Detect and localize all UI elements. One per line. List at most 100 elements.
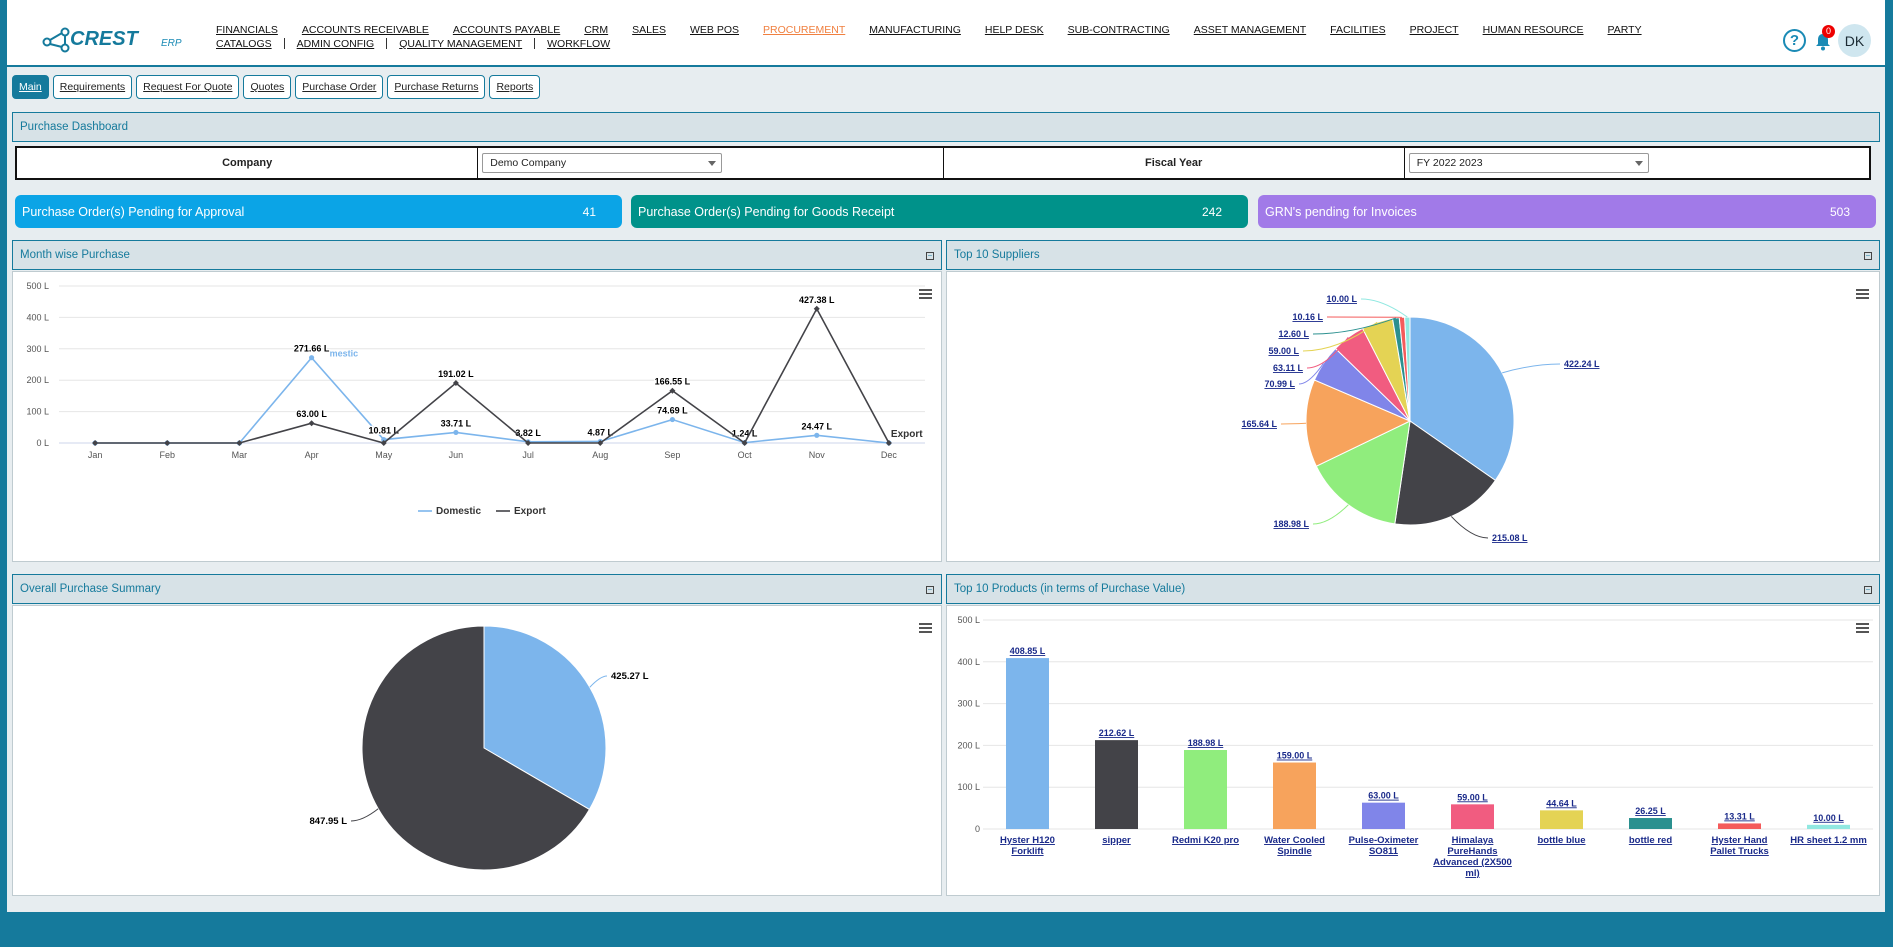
bar[interactable] (1362, 802, 1405, 829)
tab-quotes[interactable]: Quotes (243, 75, 292, 99)
pie-slice[interactable] (1409, 316, 1515, 482)
collapse-icon[interactable]: – (926, 252, 934, 260)
data-point[interactable] (597, 440, 604, 446)
chart-menu-icon[interactable] (1856, 289, 1869, 300)
slice-label[interactable]: 188.98 L (1273, 519, 1309, 529)
bar[interactable] (1184, 750, 1227, 829)
x-tick-label[interactable]: Hyster H120 Forklift (1000, 835, 1055, 857)
x-tick-label[interactable]: bottle red (1629, 835, 1672, 846)
bar-value-label[interactable]: 212.62 L (1099, 728, 1135, 738)
slice-label[interactable]: 10.16 L (1292, 312, 1323, 322)
data-point[interactable] (525, 440, 532, 446)
slice-label[interactable]: 422.24 L (1564, 359, 1600, 369)
tab-request-for-quote[interactable]: Request For Quote (136, 75, 240, 99)
slice-label[interactable]: 59.00 L (1268, 346, 1299, 356)
nav-human-resource[interactable]: HUMAN RESOURCE (1482, 24, 1584, 36)
legend-item[interactable]: Export (514, 506, 546, 517)
x-tick-label[interactable]: HR sheet 1.2 mm (1790, 835, 1867, 846)
bar[interactable] (1718, 823, 1761, 829)
slice-label[interactable]: 215.08 L (1492, 533, 1528, 543)
nav-asset-management[interactable]: ASSET MANAGEMENT (1193, 24, 1307, 36)
nav-sub-contracting[interactable]: SUB-CONTRACTING (1067, 24, 1170, 36)
bar[interactable] (1451, 804, 1494, 829)
company-select[interactable]: Demo Company (482, 153, 723, 173)
tab-reports[interactable]: Reports (489, 75, 541, 99)
slice-label[interactable]: 70.99 L (1264, 379, 1295, 389)
pie-slice[interactable] (1404, 316, 1411, 422)
bar-value-label[interactable]: 13.31 L (1724, 811, 1755, 821)
nav-catalogs[interactable]: CATALOGS (216, 38, 272, 50)
nav-accounts-payable[interactable]: ACCOUNTS PAYABLE (452, 24, 561, 36)
data-point[interactable] (813, 305, 820, 312)
data-point[interactable] (308, 420, 315, 427)
nav-admin-config[interactable]: ADMIN CONFIG (296, 38, 375, 50)
x-tick-label[interactable]: Hyster Hand Pallet Trucks (1710, 835, 1769, 857)
collapse-icon[interactable]: – (1864, 586, 1872, 594)
bar-value-label[interactable]: 10.00 L (1813, 813, 1844, 823)
slice-label[interactable]: 12.60 L (1278, 329, 1309, 339)
crest-erp-logo[interactable]: CREST ERP (39, 24, 189, 54)
slice-label[interactable]: 63.11 L (1273, 363, 1304, 373)
nav-facilities[interactable]: FACILITIES (1330, 24, 1386, 36)
help-icon[interactable]: ? (1783, 29, 1806, 52)
tab-requirements[interactable]: Requirements (52, 75, 133, 99)
pie-slice[interactable] (1305, 379, 1412, 467)
nav-manufacturing[interactable]: MANUFACTURING (869, 24, 961, 36)
nav-sales[interactable]: SALES (632, 24, 666, 36)
slice-label[interactable]: 10.00 L (1326, 294, 1357, 304)
nav-financials[interactable]: FINANCIALS (216, 24, 278, 36)
nav-procurement[interactable]: PROCUREMENT (763, 24, 846, 36)
tab-purchase-returns[interactable]: Purchase Returns (387, 75, 486, 99)
bar[interactable] (1006, 658, 1049, 829)
bar-value-label[interactable]: 408.85 L (1010, 646, 1046, 656)
slice-label[interactable]: 165.64 L (1241, 419, 1277, 429)
collapse-icon[interactable]: – (1864, 252, 1872, 260)
kpi-grn-pending-invoices[interactable]: GRN's pending for Invoices 503 (1258, 195, 1876, 228)
bar-value-label[interactable]: 59.00 L (1457, 792, 1488, 802)
data-point[interactable] (885, 440, 892, 446)
x-tick-label[interactable]: sipper (1102, 835, 1131, 846)
chart-menu-icon[interactable] (1856, 623, 1869, 634)
data-point[interactable] (164, 440, 171, 446)
nav-help-desk[interactable]: HELP DESK (984, 24, 1044, 36)
bar[interactable] (1629, 818, 1672, 829)
nav-workflow[interactable]: WORKFLOW (547, 38, 611, 50)
pie-slice[interactable] (361, 625, 591, 871)
data-point[interactable] (452, 380, 459, 387)
collapse-icon[interactable]: – (926, 586, 934, 594)
bar-value-label[interactable]: 44.64 L (1546, 798, 1577, 808)
data-point[interactable] (669, 387, 676, 394)
bar-value-label[interactable]: 26.25 L (1635, 806, 1666, 816)
chart-menu-icon[interactable] (919, 623, 932, 634)
bar-value-label[interactable]: 188.98 L (1188, 738, 1224, 748)
tab-purchase-order[interactable]: Purchase Order (295, 75, 384, 99)
nav-party[interactable]: PARTY (1607, 24, 1642, 36)
x-tick-label[interactable]: bottle blue (1537, 835, 1585, 846)
nav-crm[interactable]: CRM (584, 24, 609, 36)
bar-value-label[interactable]: 63.00 L (1368, 791, 1399, 801)
data-point[interactable] (92, 440, 99, 446)
data-point[interactable] (453, 429, 459, 436)
kpi-pending-approval[interactable]: Purchase Order(s) Pending for Approval 4… (15, 195, 622, 228)
x-tick-label[interactable]: Pulse-Oximeter SO811 (1349, 835, 1419, 857)
chart-menu-icon[interactable] (919, 289, 932, 300)
legend-item[interactable]: Domestic (436, 506, 481, 517)
x-tick-label[interactable]: Himalaya PureHands Advanced (2X500 ml) (1433, 835, 1512, 879)
fiscal-year-select[interactable]: FY 2022 2023 (1408, 153, 1649, 173)
data-point[interactable] (380, 440, 387, 446)
data-point[interactable] (669, 416, 676, 423)
data-point[interactable] (814, 432, 820, 438)
notification-bell[interactable]: 0 (1813, 24, 1835, 53)
x-tick-label[interactable]: Water Cooled Spindle (1264, 835, 1325, 857)
bar-value-label[interactable]: 159.00 L (1277, 751, 1313, 761)
tab-main[interactable]: Main (12, 75, 49, 99)
user-avatar[interactable]: DK (1838, 24, 1871, 57)
data-point[interactable] (236, 440, 243, 446)
kpi-pending-goods-receipt[interactable]: Purchase Order(s) Pending for Goods Rece… (631, 195, 1248, 228)
x-tick-label[interactable]: Redmi K20 pro (1172, 835, 1239, 846)
nav-accounts-receivable[interactable]: ACCOUNTS RECEIVABLE (301, 24, 429, 36)
bar[interactable] (1095, 740, 1138, 829)
nav-web-pos[interactable]: WEB POS (690, 24, 740, 36)
nav-project[interactable]: PROJECT (1409, 24, 1459, 36)
nav-quality-management[interactable]: QUALITY MANAGEMENT (399, 38, 523, 50)
